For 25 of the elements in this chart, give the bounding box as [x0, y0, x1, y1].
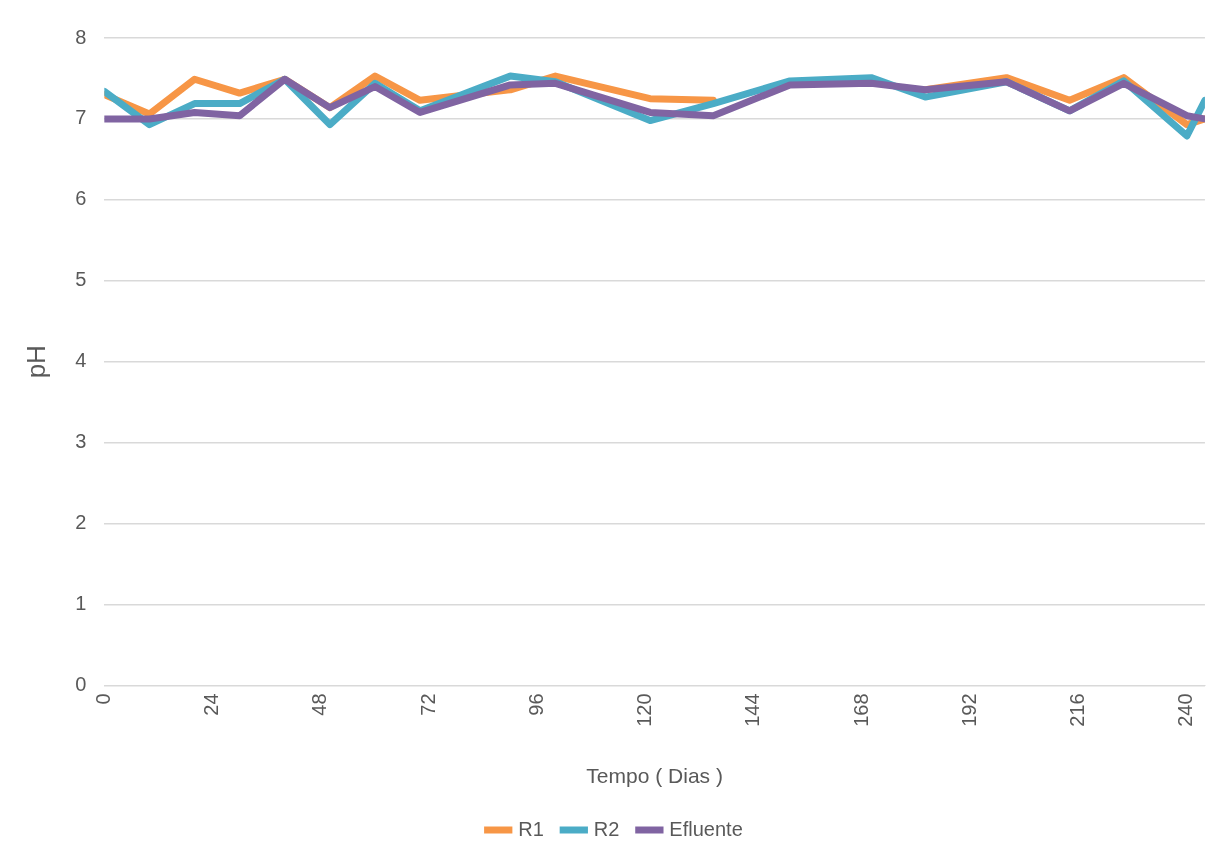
legend-label: R2 — [593, 817, 620, 840]
y-tick-label: 4 — [75, 349, 87, 372]
y-tick-label: 5 — [75, 268, 87, 291]
x-tick-label: 192 — [957, 693, 980, 727]
x-tick-label: 216 — [1066, 693, 1089, 727]
legend-label: Efluente — [669, 817, 743, 840]
y-tick-label: 2 — [75, 511, 87, 534]
y-tick-label: 3 — [75, 430, 87, 453]
y-axis-title: pH — [20, 345, 51, 379]
y-tick-label: 0 — [75, 672, 87, 695]
y-tick-label: 8 — [75, 25, 87, 48]
x-tick-label: 144 — [741, 693, 764, 727]
x-tick-label: 48 — [308, 693, 331, 716]
x-tick-label: 72 — [416, 693, 439, 716]
x-tick-label: 0 — [91, 693, 114, 705]
x-tick-label: 96 — [524, 693, 547, 716]
x-tick-label: 240 — [1174, 693, 1197, 727]
x-tick-label: 24 — [200, 693, 223, 716]
x-tick-label: 168 — [849, 693, 872, 727]
x-axis-title: Tempo ( Dias ) — [586, 764, 723, 788]
legend-label: R1 — [518, 817, 544, 840]
x-tick-label: 120 — [633, 693, 656, 727]
y-tick-label: 6 — [75, 187, 87, 210]
y-tick-label: 1 — [75, 592, 87, 615]
y-tick-label: 7 — [75, 106, 87, 129]
